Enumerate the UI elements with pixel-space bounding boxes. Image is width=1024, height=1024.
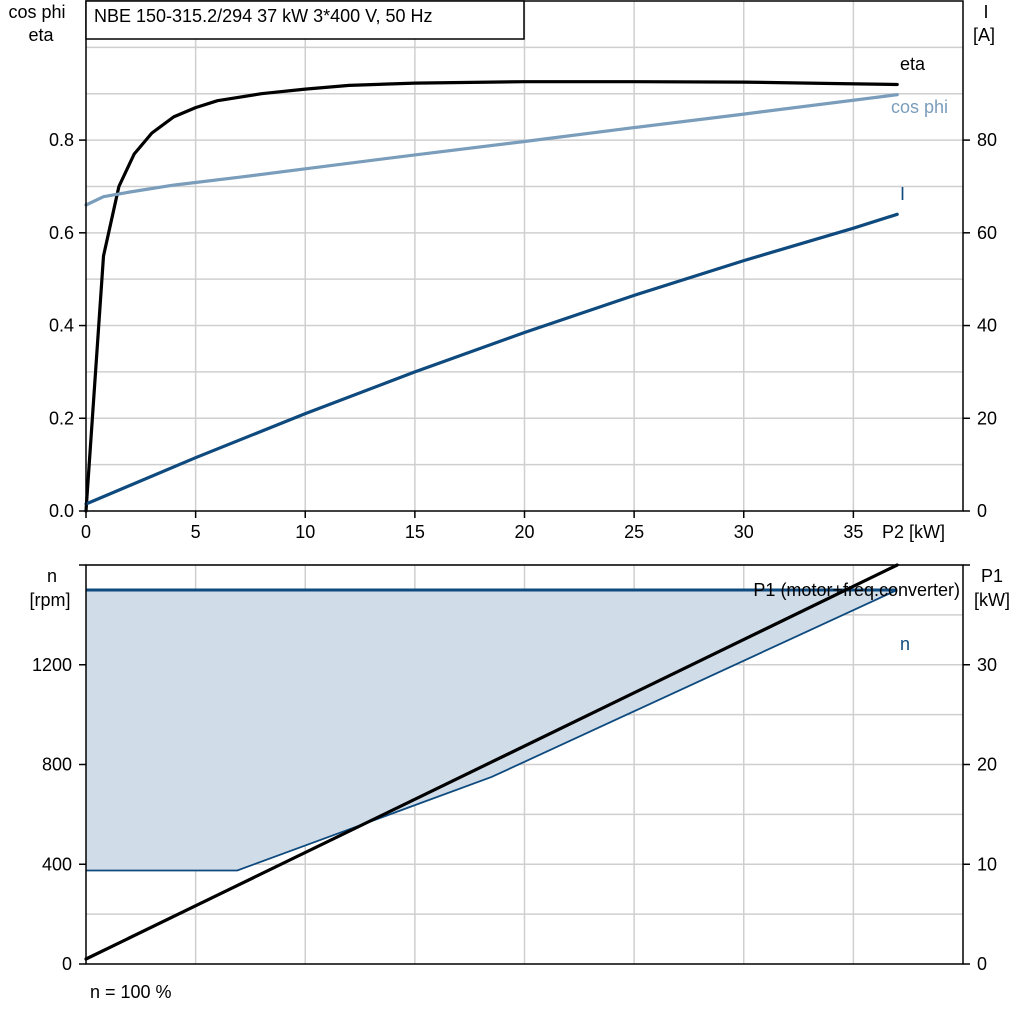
y-left-tick-label: 0.6 <box>49 223 74 243</box>
speed-range-area <box>86 589 898 871</box>
x-tick-label: 5 <box>191 522 201 542</box>
p1-annotation: P1 (motor+freq.converter) <box>753 580 960 600</box>
series-line-i <box>84 212 899 506</box>
y-right-tick-label: 0 <box>977 954 987 974</box>
y-right-label-i: I <box>983 2 988 22</box>
top-chart-grid <box>86 1 963 511</box>
y-right-tick-label: 60 <box>977 223 997 243</box>
y-left-tick-label: 0 <box>62 954 72 974</box>
title-box <box>85 0 525 40</box>
series-line-eta <box>84 80 899 513</box>
series-label-cos-phi: cos phi <box>891 97 948 117</box>
x-tick-label: 15 <box>405 522 425 542</box>
y-right-tick-label: 20 <box>977 408 997 428</box>
y-right-tick-label: 10 <box>977 854 997 874</box>
series-line-p1 <box>84 563 899 961</box>
y-left-tick-label: 0.4 <box>49 316 74 336</box>
axis-ticks: 0 5 10 15 20 25 30 350.00.20.40.60.802040608004… <box>32 130 997 974</box>
y-left-tick-label: 0.8 <box>49 130 74 150</box>
y-right-label-kw-unit: [kW] <box>974 590 1010 610</box>
x-tick-label: 0 <box>81 522 91 542</box>
y-left-label-eta: eta <box>28 25 54 45</box>
y-left-tick-label: 800 <box>42 755 72 775</box>
y-left-tick-label: 400 <box>42 854 72 874</box>
series-label-i: I <box>900 184 905 204</box>
chart-title: NBE 150-315.2/294 37 kW 3*400 V, 50 Hz <box>94 6 433 26</box>
y-right-tick-label: 30 <box>977 655 997 675</box>
y-right-tick-label: 40 <box>977 316 997 336</box>
series-label-eta: eta <box>900 54 926 74</box>
series-label-n: n <box>900 634 910 654</box>
series-line-cos-phi <box>84 93 899 207</box>
y-left-tick-label: 0.0 <box>49 501 74 521</box>
x-tick-label: 30 <box>734 522 754 542</box>
y-left-label-n: n <box>47 566 57 586</box>
chart-marks <box>84 80 899 961</box>
y-left-tick-label: 0.2 <box>49 408 74 428</box>
footer-note: n = 100 % <box>90 982 172 1002</box>
y-left-tick-label: 1200 <box>32 655 72 675</box>
y-right-tick-label: 0 <box>977 501 987 521</box>
x-tick-label: 25 <box>624 522 644 542</box>
y-left-label-rpm-unit: [rpm] <box>29 590 70 610</box>
x-tick-label: 20 <box>514 522 534 542</box>
y-right-tick-label: 80 <box>977 130 997 150</box>
y-left-label-cos-phi: cos phi <box>8 2 65 22</box>
y-right-label-a-unit: [A] <box>973 25 995 45</box>
y-right-label-p1: P1 <box>981 566 1003 586</box>
x-tick-label: 10 <box>295 522 315 542</box>
x-tick-label: 35 <box>843 522 863 542</box>
x-axis-label: P2 [kW] <box>882 522 945 542</box>
bottom-plot-frame <box>85 564 964 965</box>
y-right-tick-label: 20 <box>977 755 997 775</box>
